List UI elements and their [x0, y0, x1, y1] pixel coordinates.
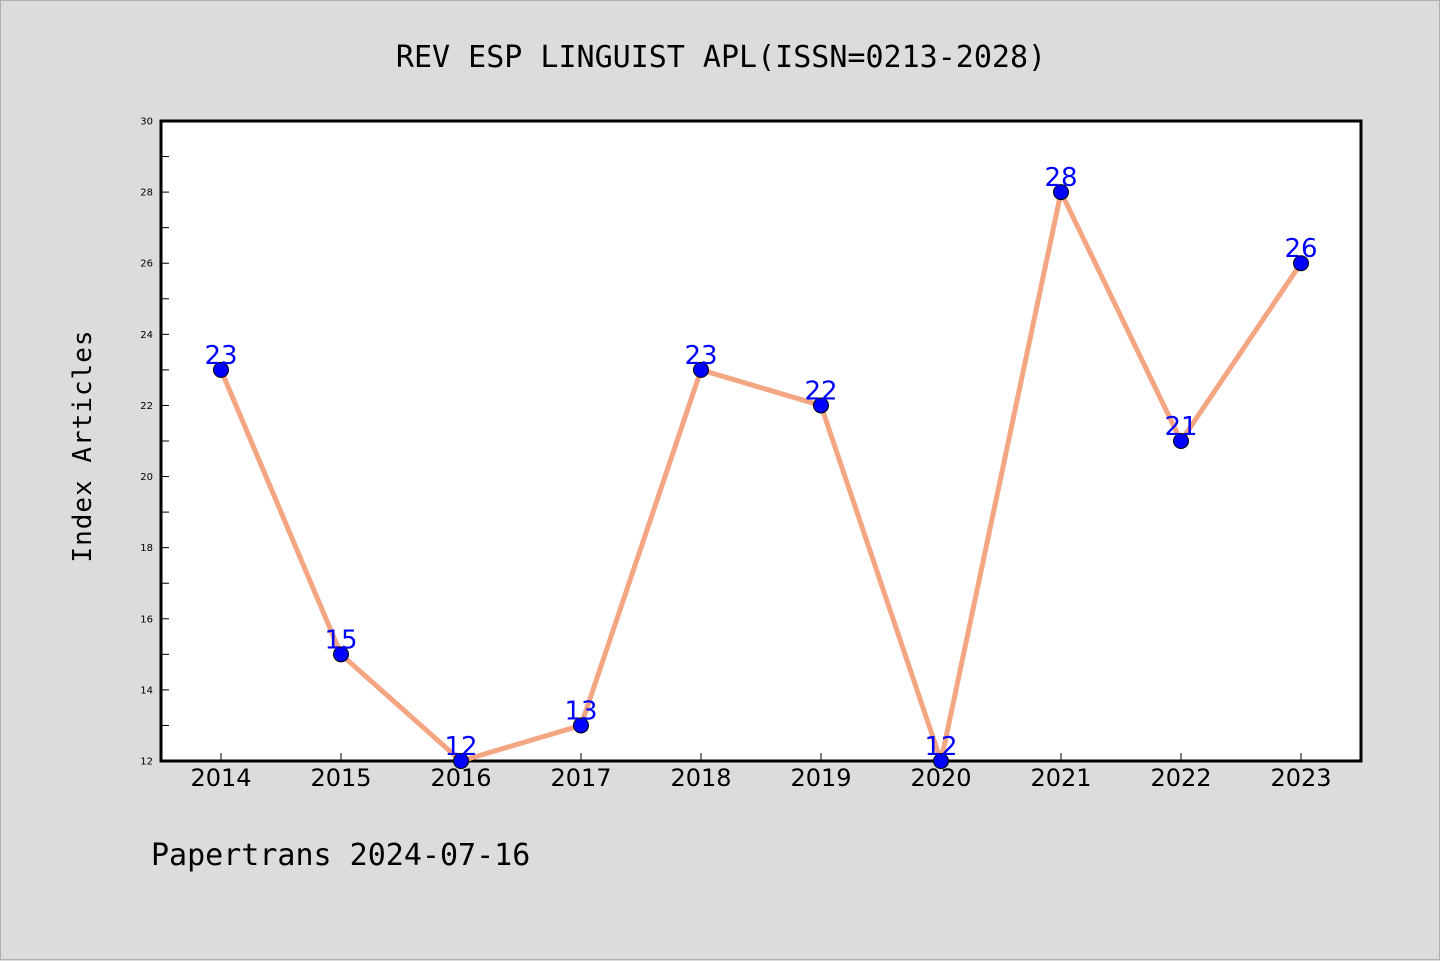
footer-credit: Papertrans 2024-07-16 — [151, 838, 530, 873]
data-labels-group: 23 15 12 13 23 22 12 28 21 26 — [204, 163, 1317, 762]
x-tick-label: 2022 — [1150, 764, 1211, 792]
series-line — [218, 189, 1304, 764]
data-point-marker — [1293, 255, 1309, 272]
data-point-marker — [453, 753, 469, 769]
x-tick-label: 2015 — [310, 764, 371, 792]
y-axis-ticks: 12 14 16 18 20 22 24 26 28 30 — [140, 117, 169, 768]
data-value-label: 26 — [1284, 234, 1317, 264]
x-tick-label: 2021 — [1030, 764, 1091, 792]
chart-title: REV ESP LINGUIST APL(ISSN=0213-2028) — [396, 40, 1046, 75]
x-tick-label: 2017 — [550, 764, 611, 792]
y-tick-label: 26 — [140, 259, 153, 270]
data-value-label: 12 — [924, 732, 957, 762]
data-value-label: 15 — [324, 625, 357, 655]
data-value-label: 23 — [204, 341, 237, 371]
y-tick-label: 12 — [140, 757, 153, 768]
y-tick-label: 20 — [140, 472, 153, 483]
x-tick-label: 2018 — [670, 764, 731, 792]
y-tick-label: 22 — [140, 401, 153, 412]
x-axis-ticks: 2014 2015 2016 2017 2018 2019 2020 2021 2022 2023 — [190, 753, 1332, 792]
y-tick-label: 30 — [140, 117, 153, 128]
data-point-marker — [813, 397, 829, 414]
x-tick-label: 2023 — [1270, 764, 1331, 792]
data-value-label: 13 — [564, 696, 597, 726]
y-axis-label: Index Articles — [68, 329, 98, 562]
data-point-marker — [1173, 433, 1189, 449]
series-group — [218, 189, 1304, 764]
data-value-label: 22 — [804, 376, 837, 406]
data-point-marker — [1053, 184, 1069, 201]
y-tick-label: 14 — [140, 685, 153, 696]
data-point-marker — [693, 361, 709, 378]
markers-group — [213, 184, 1309, 769]
x-tick-label: 2014 — [190, 764, 251, 792]
data-value-label: 28 — [1044, 163, 1077, 193]
data-point-marker — [213, 361, 229, 378]
data-point-marker — [573, 717, 589, 734]
data-value-label: 23 — [684, 341, 717, 371]
data-point-marker — [933, 753, 949, 769]
data-point-marker — [333, 646, 349, 663]
data-value-label: 12 — [444, 732, 477, 762]
x-tick-label: 2019 — [790, 764, 851, 792]
y-tick-label: 28 — [140, 188, 153, 199]
data-value-label: 21 — [1164, 412, 1197, 442]
y-tick-label: 18 — [140, 543, 153, 554]
y-tick-label: 16 — [140, 614, 153, 625]
y-tick-label: 24 — [140, 330, 153, 341]
plot-area — [159, 119, 1363, 763]
